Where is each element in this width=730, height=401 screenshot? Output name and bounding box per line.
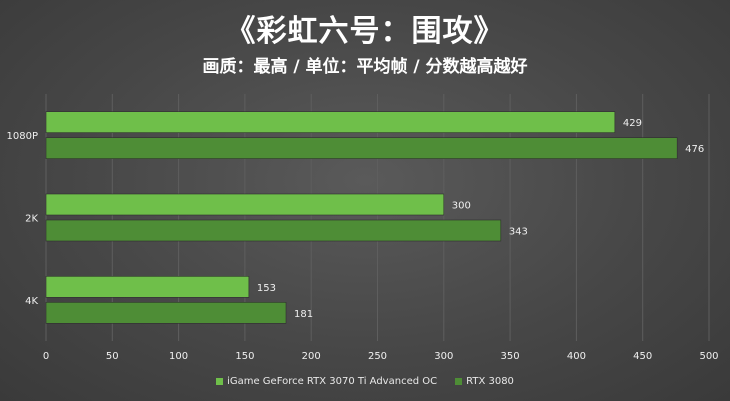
x-tick-label: 100 [169, 351, 188, 362]
bar-series-1 [45, 111, 616, 133]
bar-series-2 [45, 302, 287, 324]
data-label: 343 [509, 227, 528, 238]
chart-legend: iGame GeForce RTX 3070 Ti Advanced OC RT… [0, 376, 730, 387]
legend-swatch-series-2 [455, 378, 463, 385]
x-tick-label: 150 [235, 351, 254, 362]
x-tick-label: 250 [368, 351, 387, 362]
data-label: 476 [685, 144, 704, 155]
y-category-label: 1080P [7, 131, 38, 142]
chart-subtitle: 画质：最高 / 单位：平均帧 / 分数越高越好 [202, 57, 528, 77]
data-label: 181 [294, 309, 313, 320]
x-tick-label: 50 [106, 351, 119, 362]
chart-title: 《彩虹六号：围攻》 [225, 14, 505, 49]
legend-label-series-2: RTX 3080 [466, 376, 514, 387]
legend-swatch-series-1 [216, 378, 224, 385]
bar-series-2 [45, 219, 502, 242]
x-tick-label: 450 [633, 351, 652, 362]
legend-item-series-2: RTX 3080 [455, 376, 514, 387]
bar-series-1 [45, 193, 445, 216]
x-tick-label: 300 [434, 351, 453, 362]
y-category-label: 2K [25, 214, 38, 225]
bar-series-1 [45, 276, 250, 298]
y-category-label: 4K [25, 296, 38, 307]
legend-label-series-1: iGame GeForce RTX 3070 Ti Advanced OC [227, 376, 438, 387]
legend-item-series-1: iGame GeForce RTX 3070 Ti Advanced OC [216, 376, 437, 387]
data-label: 300 [452, 201, 471, 212]
x-tick-label: 350 [501, 351, 520, 362]
x-tick-label: 400 [567, 351, 586, 362]
bar-series-2 [45, 137, 678, 159]
x-tick-label: 0 [43, 351, 49, 362]
data-label: 429 [623, 118, 642, 129]
data-label: 153 [257, 283, 276, 294]
x-tick-label: 500 [699, 351, 718, 362]
x-tick-label: 200 [302, 351, 321, 362]
